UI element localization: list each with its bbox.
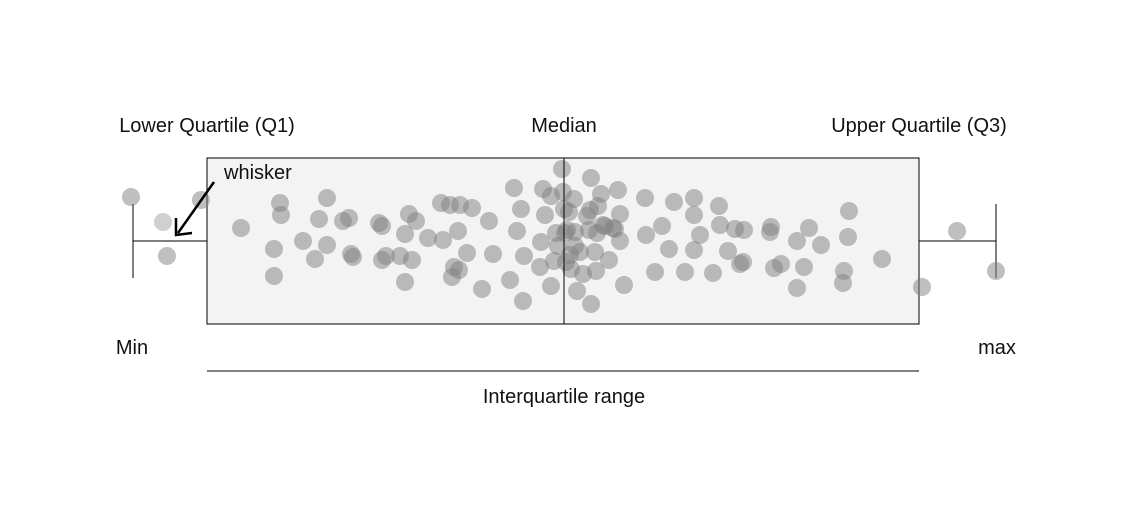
whisker-label: whisker <box>223 162 292 184</box>
data-point <box>407 212 425 230</box>
data-point <box>734 253 752 271</box>
data-point <box>568 282 586 300</box>
data-point <box>592 185 610 203</box>
data-point <box>373 217 391 235</box>
data-point <box>685 206 703 224</box>
data-point <box>795 258 813 276</box>
data-point <box>403 251 421 269</box>
data-point <box>913 278 931 296</box>
data-point <box>565 190 583 208</box>
data-point <box>873 250 891 268</box>
data-point <box>531 258 549 276</box>
data-point <box>582 295 600 313</box>
data-point <box>735 221 753 239</box>
data-point <box>839 228 857 246</box>
data-point <box>463 199 481 217</box>
data-point <box>306 250 324 268</box>
data-point <box>501 271 519 289</box>
data-point <box>788 279 806 297</box>
data-point <box>340 209 358 227</box>
data-point <box>835 262 853 280</box>
data-point <box>611 205 629 223</box>
data-point <box>665 193 683 211</box>
data-point <box>512 200 530 218</box>
data-point <box>508 222 526 240</box>
data-point <box>542 277 560 295</box>
data-point <box>710 197 728 215</box>
data-point <box>318 189 336 207</box>
data-point <box>515 247 533 265</box>
data-point <box>344 248 362 266</box>
data-point <box>600 251 618 269</box>
data-point <box>685 189 703 207</box>
data-point <box>232 219 250 237</box>
data-point <box>484 245 502 263</box>
data-point <box>587 262 605 280</box>
data-point <box>265 240 283 258</box>
data-point <box>948 222 966 240</box>
max-label: max <box>978 337 1016 359</box>
data-point <box>788 232 806 250</box>
data-point <box>434 231 452 249</box>
data-point <box>685 241 703 259</box>
data-point <box>762 218 780 236</box>
data-point <box>310 210 328 228</box>
data-point <box>636 189 654 207</box>
data-point <box>609 181 627 199</box>
data-point <box>514 292 532 310</box>
data-point <box>294 232 312 250</box>
data-point <box>571 243 589 261</box>
data-point <box>772 255 790 273</box>
data-point <box>582 169 600 187</box>
data-point <box>158 247 176 265</box>
data-point <box>676 263 694 281</box>
data-point <box>396 225 414 243</box>
data-point <box>987 262 1005 280</box>
data-point <box>450 261 468 279</box>
data-point <box>265 267 283 285</box>
data-point <box>458 244 476 262</box>
data-point <box>800 219 818 237</box>
q1-label: Lower Quartile (Q1) <box>119 115 295 137</box>
q3-label: Upper Quartile (Q3) <box>831 115 1007 137</box>
data-point <box>637 226 655 244</box>
data-point <box>653 217 671 235</box>
data-point <box>449 222 467 240</box>
data-points <box>122 160 1005 313</box>
data-point <box>566 223 584 241</box>
data-point <box>473 280 491 298</box>
data-point <box>536 206 554 224</box>
data-point <box>272 206 290 224</box>
data-point <box>505 179 523 197</box>
min-label: Min <box>116 337 148 359</box>
data-point <box>611 232 629 250</box>
data-point <box>377 247 395 265</box>
whisker-arrow-icon <box>174 181 216 237</box>
data-point <box>318 236 336 254</box>
data-point <box>615 276 633 294</box>
data-point <box>691 226 709 244</box>
data-point <box>586 243 604 261</box>
data-point <box>553 160 571 178</box>
data-point <box>532 233 550 251</box>
data-point <box>646 263 664 281</box>
data-point <box>812 236 830 254</box>
data-point <box>704 264 722 282</box>
data-point <box>480 212 498 230</box>
data-point <box>840 202 858 220</box>
data-point <box>719 242 737 260</box>
median-label: Median <box>531 115 597 137</box>
iqr-label: Interquartile range <box>483 386 645 408</box>
data-point <box>419 229 437 247</box>
data-point <box>122 188 140 206</box>
data-point <box>154 213 172 231</box>
data-point <box>396 273 414 291</box>
data-point <box>660 240 678 258</box>
data-point <box>711 216 729 234</box>
